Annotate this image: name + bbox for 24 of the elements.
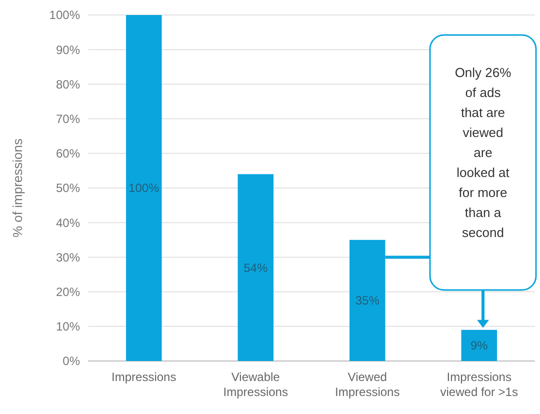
y-tick-label: 40% xyxy=(56,216,80,230)
y-tick-label: 0% xyxy=(62,354,80,368)
y-tick-label: 50% xyxy=(56,181,80,196)
x-tick-label: Impressions xyxy=(112,370,176,384)
bar xyxy=(126,15,162,361)
y-tick-label: 90% xyxy=(56,42,80,57)
y-tick-label: 30% xyxy=(56,250,80,264)
data-label: 9% xyxy=(470,338,488,353)
y-tick-label: 80% xyxy=(56,77,80,92)
bar xyxy=(238,174,274,361)
y-tick-label: 10% xyxy=(56,320,80,334)
x-tick-label: Viewed Impressions xyxy=(335,370,400,399)
y-tick-label: 60% xyxy=(56,146,80,161)
y-axis-title: % of impressions xyxy=(10,138,25,238)
data-label: 35% xyxy=(355,294,380,308)
x-tick-label: Viewable Impressions xyxy=(223,370,288,399)
x-tick-label: Impressions viewed for >1s xyxy=(440,370,518,399)
y-tick-label: 20% xyxy=(56,285,80,299)
y-tick-label: 100% xyxy=(49,8,80,22)
data-label: 100% xyxy=(128,181,160,196)
data-label: 54% xyxy=(244,260,268,275)
y-tick-label: 70% xyxy=(56,112,80,126)
bar xyxy=(349,240,386,361)
text: Only 26% of ads that are viewed are looked at for more than a second xyxy=(454,65,512,240)
